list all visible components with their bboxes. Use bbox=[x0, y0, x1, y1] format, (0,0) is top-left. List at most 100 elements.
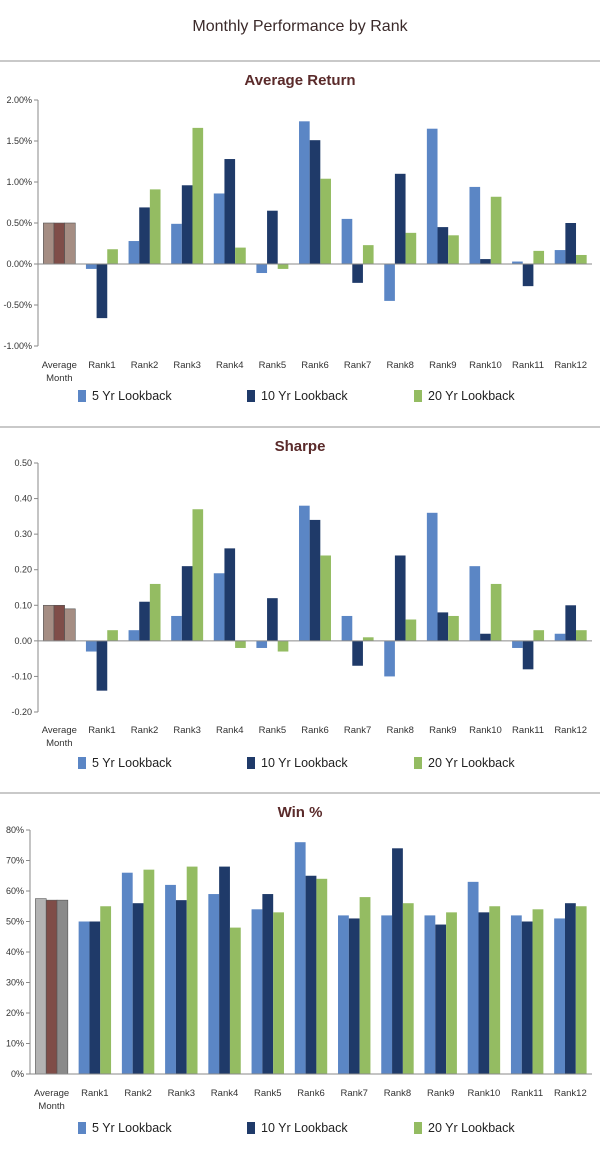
bar-rank3-5yr bbox=[165, 884, 176, 1074]
legend-swatch bbox=[414, 1122, 422, 1134]
legend-swatch bbox=[78, 390, 86, 402]
legend-label: 10 Yr Lookback bbox=[261, 1121, 348, 1135]
bar-rank12-20yr bbox=[576, 254, 587, 264]
bar-rank1-20yr bbox=[107, 249, 118, 264]
y-tick-label: 0.50% bbox=[6, 218, 32, 228]
bar-rank4-20yr bbox=[235, 247, 246, 264]
bar-rank7-10yr bbox=[352, 264, 363, 283]
y-tick-label: 50% bbox=[6, 917, 24, 927]
bar-rank9-20yr bbox=[448, 235, 459, 264]
bar-rank10-10yr bbox=[480, 259, 491, 264]
bar-rank12-5yr bbox=[554, 633, 566, 641]
x-tick-label: Rank3 bbox=[173, 725, 200, 736]
x-tick-label: Rank9 bbox=[427, 1088, 454, 1099]
bar-rank9-10yr bbox=[435, 924, 447, 1074]
y-tick-label: -0.50% bbox=[3, 300, 32, 310]
bar-rank6-10yr bbox=[309, 519, 321, 641]
bar-rank6-5yr bbox=[299, 505, 310, 641]
bar-rank11-5yr bbox=[512, 640, 523, 648]
bar-rank10-10yr bbox=[478, 912, 490, 1074]
bar-rank9-20yr bbox=[448, 615, 459, 641]
y-tick-label: 0.00 bbox=[14, 636, 32, 646]
x-tick-label: Rank5 bbox=[259, 360, 286, 371]
bar-rank6-5yr bbox=[294, 842, 306, 1074]
x-tick-label: Rank10 bbox=[469, 725, 502, 736]
bar-rank11-5yr bbox=[512, 261, 523, 264]
bar-rank8-20yr bbox=[405, 232, 417, 264]
bar-rank2-20yr bbox=[143, 869, 155, 1074]
bar-rank2-20yr bbox=[149, 583, 161, 641]
legend-swatch bbox=[78, 1122, 86, 1134]
x-tick-label: Rank12 bbox=[554, 1088, 587, 1099]
x-tick-label: Rank8 bbox=[386, 725, 413, 736]
bar-rank12-20yr bbox=[576, 630, 587, 641]
chart-title: Average Return bbox=[244, 72, 356, 89]
bar-rank1-10yr bbox=[96, 640, 108, 691]
bar-rank1-10yr bbox=[89, 921, 101, 1074]
average-month-bar bbox=[56, 899, 69, 1075]
x-tick-label: Rank6 bbox=[301, 725, 328, 736]
bar-rank3-10yr bbox=[181, 185, 193, 264]
bar-rank2-20yr bbox=[149, 189, 161, 264]
bar-rank10-5yr bbox=[469, 566, 481, 641]
bar-rank5-5yr bbox=[256, 640, 268, 648]
bar-rank12-5yr bbox=[554, 918, 565, 1074]
bar-rank7-5yr bbox=[338, 915, 349, 1074]
x-tick-label: Rank1 bbox=[88, 360, 115, 371]
bar-rank9-5yr bbox=[426, 512, 438, 641]
legend-swatch bbox=[247, 757, 255, 769]
bar-rank8-10yr bbox=[394, 555, 406, 641]
average-month-bar bbox=[53, 604, 65, 642]
bar-rank9-20yr bbox=[446, 912, 457, 1074]
x-tick-label: Rank4 bbox=[216, 725, 243, 736]
y-tick-label: -0.20 bbox=[11, 707, 32, 717]
bar-rank2-5yr bbox=[121, 872, 133, 1074]
bar-rank7-5yr bbox=[341, 218, 353, 264]
x-tick-label: Rank1 bbox=[81, 1088, 108, 1099]
bar-rank2-10yr bbox=[139, 207, 150, 264]
legend-label: 20 Yr Lookback bbox=[428, 1121, 515, 1135]
bar-rank6-5yr bbox=[299, 121, 310, 264]
bar-rank8-10yr bbox=[394, 173, 406, 264]
average-month-bar bbox=[43, 604, 55, 642]
chart-panel-average-return: Average Return bbox=[0, 60, 600, 428]
bar-rank1-20yr bbox=[107, 630, 118, 641]
bar-rank7-10yr bbox=[352, 640, 363, 666]
average-month-bar bbox=[53, 222, 65, 265]
bar-rank8-20yr bbox=[405, 619, 417, 641]
legend-label: 20 Yr Lookback bbox=[428, 389, 515, 403]
x-tick-label: Rank11 bbox=[511, 1088, 543, 1099]
y-tick-label: 0% bbox=[11, 1069, 24, 1079]
y-tick-label: 1.50% bbox=[6, 136, 32, 146]
bar-rank4-20yr bbox=[235, 640, 246, 648]
bar-rank7-5yr bbox=[341, 615, 353, 641]
x-tick-label: Average bbox=[42, 725, 77, 736]
x-tick-label: Month bbox=[46, 373, 72, 384]
bar-rank6-20yr bbox=[316, 878, 328, 1074]
y-tick-label: -1.00% bbox=[3, 341, 32, 351]
legend-swatch bbox=[414, 757, 422, 769]
bar-rank10-5yr bbox=[467, 881, 479, 1074]
y-tick-label: 70% bbox=[6, 856, 24, 866]
y-tick-label: -0.10 bbox=[11, 671, 32, 681]
y-tick-label: 30% bbox=[6, 978, 24, 988]
y-tick-label: 0.30 bbox=[14, 529, 32, 539]
legend-label: 5 Yr Lookback bbox=[92, 1121, 172, 1135]
x-tick-label: Rank9 bbox=[429, 725, 456, 736]
bar-rank11-5yr bbox=[510, 915, 522, 1074]
bar-rank5-10yr bbox=[267, 210, 278, 264]
bar-rank8-10yr bbox=[392, 848, 403, 1074]
x-tick-label: Rank8 bbox=[384, 1088, 411, 1099]
x-tick-label: Rank5 bbox=[254, 1088, 281, 1099]
legend-label: 10 Yr Lookback bbox=[261, 389, 348, 403]
y-tick-label: 0.40 bbox=[14, 494, 32, 504]
average-month-bar bbox=[64, 222, 76, 265]
x-tick-label: Rank2 bbox=[131, 360, 158, 371]
bar-rank4-10yr bbox=[224, 159, 236, 264]
x-tick-label: Month bbox=[38, 1101, 64, 1112]
bar-rank2-5yr bbox=[128, 630, 140, 641]
bar-rank7-20yr bbox=[359, 897, 371, 1074]
bar-rank10-20yr bbox=[490, 583, 502, 641]
x-tick-label: Rank8 bbox=[386, 360, 413, 371]
